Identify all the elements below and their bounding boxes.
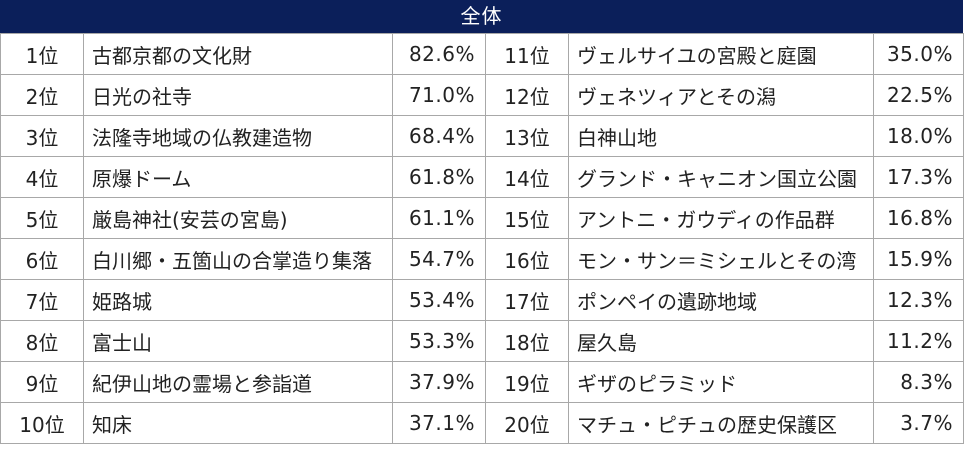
rank-cell: 10位 [0,402,84,444]
rank-cell: 17位 [485,279,569,321]
rank-cell: 11位 [485,33,569,75]
site-name-cell: モン・サン＝ミシェルとその湾 [568,238,874,280]
table-row: 2位 日光の社寺 71.0% 12位 ヴェネツィアとその潟 22.5% [0,74,964,116]
table-row: 9位 紀伊山地の霊場と参詣道 37.9% 19位 ギザのピラミッド 8.3% [0,361,964,403]
percent-cell: 54.7% [392,238,486,280]
rank-cell: 12位 [485,74,569,116]
site-name-cell: 古都京都の文化財 [83,33,393,75]
percent-cell: 68.4% [392,115,486,157]
percent-cell: 18.0% [873,115,964,157]
site-name-cell: グランド・キャニオン国立公園 [568,156,874,198]
percent-cell: 11.2% [873,320,964,362]
table-row: 6位 白川郷・五箇山の合掌造り集落 54.7% 16位 モン・サン＝ミシェルとそ… [0,238,964,280]
site-name-cell: マチュ・ピチュの歴史保護区 [568,402,874,444]
rank-cell: 9位 [0,361,84,403]
percent-cell: 53.3% [392,320,486,362]
site-name-cell: ポンペイの遺跡地域 [568,279,874,321]
rank-cell: 20位 [485,402,569,444]
site-name-cell: 法隆寺地域の仏教建造物 [83,115,393,157]
rank-cell: 1位 [0,33,84,75]
table-row: 8位 富士山 53.3% 18位 屋久島 11.2% [0,320,964,362]
percent-cell: 61.1% [392,197,486,239]
site-name-cell: 富士山 [83,320,393,362]
site-name-cell: アントニ・ガウディの作品群 [568,197,874,239]
site-name-cell: 厳島神社(安芸の宮島) [83,197,393,239]
site-name-cell: ヴェルサイユの宮殿と庭園 [568,33,874,75]
site-name-cell: 白神山地 [568,115,874,157]
percent-cell: 12.3% [873,279,964,321]
site-name-cell: 白川郷・五箇山の合掌造り集落 [83,238,393,280]
ranking-table: 1位 古都京都の文化財 82.6% 11位 ヴェルサイユの宮殿と庭園 35.0%… [0,33,964,444]
percent-cell: 35.0% [873,33,964,75]
rank-cell: 8位 [0,320,84,362]
table-row: 7位 姫路城 53.4% 17位 ポンペイの遺跡地域 12.3% [0,279,964,321]
rank-cell: 7位 [0,279,84,321]
site-name-cell: 知床 [83,402,393,444]
rank-cell: 15位 [485,197,569,239]
rank-cell: 18位 [485,320,569,362]
percent-cell: 22.5% [873,74,964,116]
rank-cell: 2位 [0,74,84,116]
percent-cell: 71.0% [392,74,486,116]
percent-cell: 37.1% [392,402,486,444]
table-header-title: 全体 [0,0,963,33]
rank-cell: 3位 [0,115,84,157]
percent-cell: 17.3% [873,156,964,198]
percent-cell: 61.8% [392,156,486,198]
site-name-cell: ギザのピラミッド [568,361,874,403]
site-name-cell: 原爆ドーム [83,156,393,198]
rank-cell: 16位 [485,238,569,280]
percent-cell: 15.9% [873,238,964,280]
rank-cell: 5位 [0,197,84,239]
percent-cell: 8.3% [873,361,964,403]
site-name-cell: ヴェネツィアとその潟 [568,74,874,116]
site-name-cell: 紀伊山地の霊場と参詣道 [83,361,393,403]
percent-cell: 82.6% [392,33,486,75]
rank-cell: 13位 [485,115,569,157]
percent-cell: 3.7% [873,402,964,444]
table-row: 1位 古都京都の文化財 82.6% 11位 ヴェルサイユの宮殿と庭園 35.0% [0,33,964,75]
percent-cell: 16.8% [873,197,964,239]
rank-cell: 19位 [485,361,569,403]
percent-cell: 37.9% [392,361,486,403]
table-row: 3位 法隆寺地域の仏教建造物 68.4% 13位 白神山地 18.0% [0,115,964,157]
table-row: 10位 知床 37.1% 20位 マチュ・ピチュの歴史保護区 3.7% [0,402,964,444]
rank-cell: 4位 [0,156,84,198]
rank-cell: 14位 [485,156,569,198]
site-name-cell: 姫路城 [83,279,393,321]
site-name-cell: 日光の社寺 [83,74,393,116]
table-row: 4位 原爆ドーム 61.8% 14位 グランド・キャニオン国立公園 17.3% [0,156,964,198]
rank-cell: 6位 [0,238,84,280]
percent-cell: 53.4% [392,279,486,321]
table-row: 5位 厳島神社(安芸の宮島) 61.1% 15位 アントニ・ガウディの作品群 1… [0,197,964,239]
site-name-cell: 屋久島 [568,320,874,362]
